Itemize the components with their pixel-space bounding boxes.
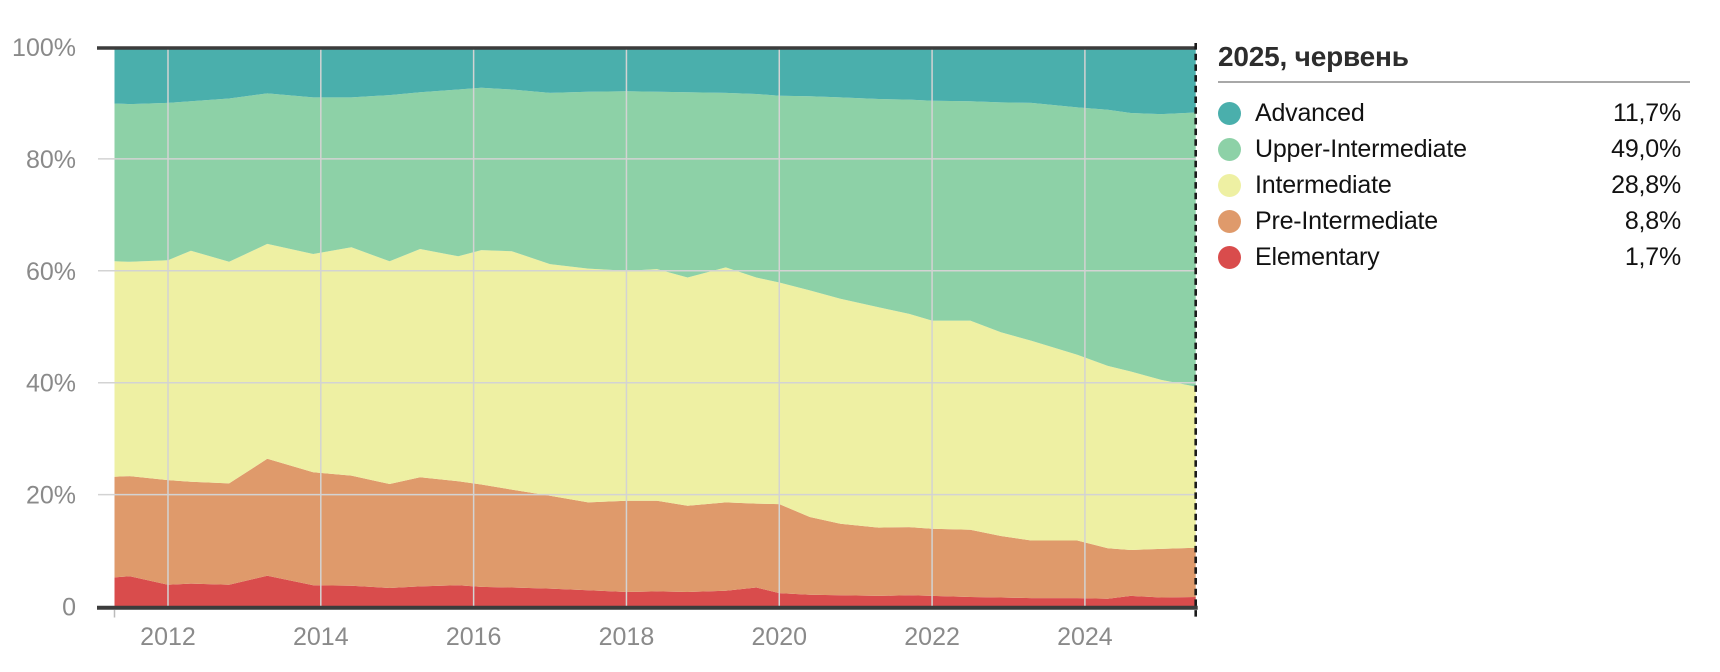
legend-item-value: 1,7% [1624, 242, 1681, 271]
x-tick-label: 2012 [140, 623, 196, 651]
legend-item-label: Elementary [1255, 242, 1380, 271]
legend-item-advanced[interactable]: Advanced 11,7% [1218, 95, 1681, 131]
tick-labels: 0 20% 40% 60% 80% 100% 2012 2014 2016 2018 2020 202… [12, 34, 1113, 651]
y-tick-label: 40% [26, 370, 76, 398]
x-tick-label: 2024 [1057, 623, 1113, 651]
gridlines [98, 47, 1196, 607]
area-upper-intermediate[interactable] [114, 87, 1196, 387]
axes [97, 46, 1198, 618]
legend-item-elementary[interactable]: Elementary 1,7% [1218, 239, 1681, 275]
legend-item-label: Upper-Intermediate [1255, 134, 1467, 163]
advanced-swatch-icon [1218, 101, 1241, 125]
legend-item-label: Advanced [1255, 98, 1365, 127]
y-tick-label: 80% [26, 146, 76, 174]
legend-item-label: Pre-Intermediate [1255, 206, 1438, 235]
area-elementary[interactable] [114, 575, 1196, 607]
legend-item-value: 11,7% [1612, 98, 1681, 127]
x-tick-label: 2020 [751, 623, 807, 651]
x-tick-label: 2022 [904, 623, 960, 651]
intermediate-swatch-icon [1218, 173, 1241, 197]
y-tick-label: 100% [12, 34, 76, 62]
plot-area[interactable] [114, 47, 1196, 607]
pre-intermediate-swatch-icon [1218, 209, 1241, 233]
y-tick-label: 0 [62, 594, 76, 622]
area-advanced[interactable] [114, 47, 1196, 115]
legend-item-intermediate[interactable]: Intermediate 28,8% [1218, 167, 1681, 203]
upper-intermediate-swatch-icon [1218, 137, 1241, 161]
legend-item-value: 28,8% [1611, 170, 1681, 199]
legend-title: 2025, червень [1218, 41, 1409, 72]
area-intermediate[interactable] [114, 243, 1196, 550]
y-tick-label: 20% [26, 482, 76, 510]
legend-item-label: Intermediate [1255, 170, 1392, 199]
area-pre-intermediate[interactable] [114, 458, 1196, 599]
x-tick-label: 2016 [446, 623, 502, 651]
x-tick-label: 2014 [293, 623, 349, 651]
legend-item-upper-intermediate[interactable]: Upper-Intermediate 49,0% [1218, 131, 1681, 167]
legend-item-value: 49,0% [1611, 134, 1681, 163]
elementary-swatch-icon [1218, 245, 1241, 269]
y-tick-label: 60% [26, 258, 76, 286]
legend-item-pre-intermediate[interactable]: Pre-Intermediate 8,8% [1218, 203, 1681, 239]
legend-rule-divider [1218, 81, 1690, 83]
legend-item-value: 8,8% [1624, 206, 1681, 235]
legend-rows: Advanced 11,7% Upper-Intermediate 49,0% … [1218, 95, 1681, 275]
x-tick-label: 2018 [599, 623, 655, 651]
